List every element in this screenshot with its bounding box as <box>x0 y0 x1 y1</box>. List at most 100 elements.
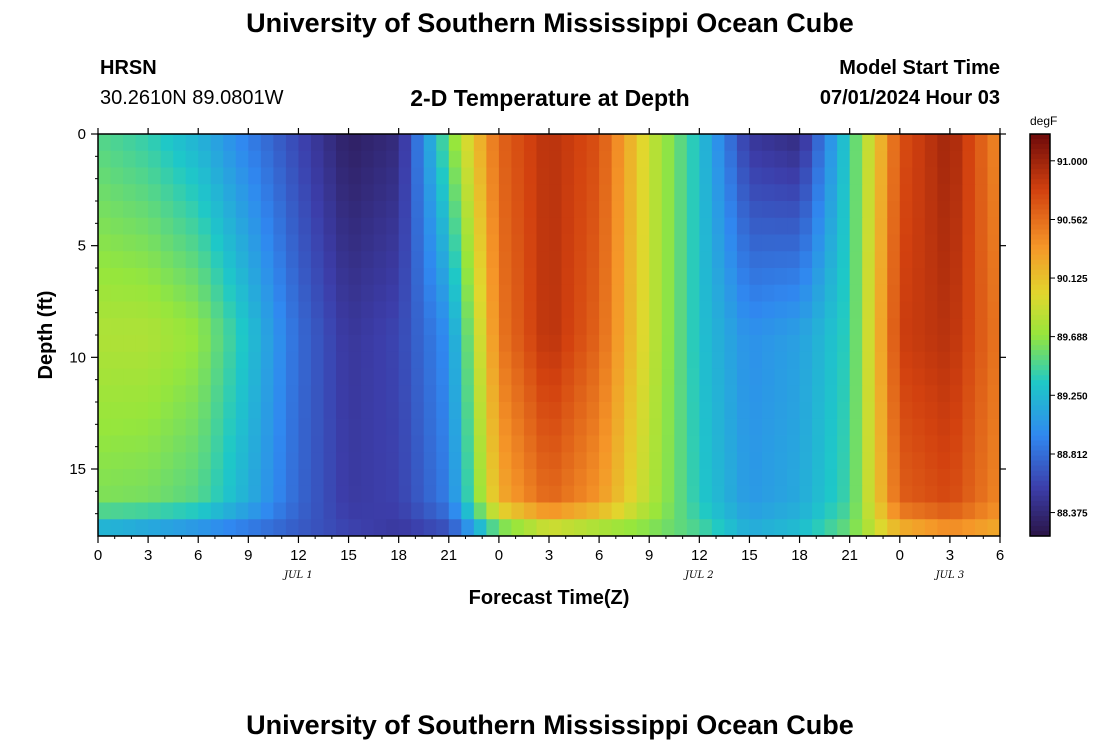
x-axis-title: Forecast Time(Z) <box>469 587 630 609</box>
heatmap-cell <box>223 318 237 336</box>
heatmap-cell <box>436 268 450 286</box>
heatmap-cell <box>912 485 926 504</box>
heatmap-cell <box>185 351 199 370</box>
heatmap-cell <box>423 351 437 370</box>
heatmap-cell <box>473 301 487 319</box>
heatmap-cell <box>711 418 725 437</box>
heatmap-cell <box>473 402 487 420</box>
colorbar-segment <box>1030 345 1050 351</box>
heatmap-cell <box>711 452 725 470</box>
heatmap-cell <box>599 402 613 420</box>
heatmap-cell <box>160 485 174 504</box>
heatmap-cell <box>749 435 763 453</box>
heatmap-cell <box>135 184 149 202</box>
heatmap-cell <box>235 351 249 370</box>
heatmap-cell <box>549 184 563 202</box>
heatmap-cell <box>160 318 174 336</box>
heatmap-cell <box>949 251 964 269</box>
heatmap-cell <box>323 234 337 252</box>
heatmap-cell <box>987 217 1000 236</box>
heatmap-cell <box>511 351 525 370</box>
heatmap-cell <box>273 519 287 536</box>
heatmap-cell <box>260 150 274 169</box>
heatmap-cell <box>987 502 1000 520</box>
heatmap-cell <box>511 418 525 437</box>
heatmap-cell <box>536 469 550 487</box>
heatmap-cell <box>912 418 926 437</box>
heatmap-cell <box>674 418 688 437</box>
heatmap-cell <box>862 217 876 236</box>
heatmap-cell <box>674 134 688 152</box>
heatmap-cell <box>862 150 876 169</box>
heatmap-cell <box>448 368 462 386</box>
heatmap-cell <box>736 368 751 386</box>
heatmap-cell <box>862 519 876 536</box>
colorbar-segment <box>1030 229 1050 236</box>
heatmap-cell <box>674 318 688 336</box>
heatmap-cell <box>285 217 300 236</box>
heatmap-cell <box>649 351 663 370</box>
heatmap-cell <box>473 351 487 370</box>
heatmap-cell <box>373 234 387 252</box>
heatmap-cell <box>498 335 513 353</box>
heatmap-cell <box>210 452 224 470</box>
heatmap-cell <box>699 485 713 504</box>
heatmap-cell <box>624 519 638 536</box>
heatmap-cell <box>724 318 738 336</box>
heatmap-cell <box>761 335 776 353</box>
heatmap-cell <box>599 301 613 319</box>
heatmap-cell <box>323 418 337 437</box>
heatmap-cell <box>636 134 650 152</box>
heatmap-cell <box>799 402 813 420</box>
heatmap-cell <box>336 167 350 185</box>
heatmap-cell <box>486 418 500 437</box>
heatmap-cell <box>686 452 700 470</box>
heatmap-cell <box>98 201 112 219</box>
heatmap-cell <box>699 268 713 286</box>
heatmap-cell <box>636 368 650 386</box>
heatmap-cell <box>511 201 525 219</box>
heatmap-cell <box>248 351 262 370</box>
heatmap-cell <box>185 184 199 202</box>
heatmap-cell <box>448 251 462 269</box>
heatmap-cell <box>423 485 437 504</box>
heatmap-cell <box>123 167 137 185</box>
heatmap-cell <box>160 217 174 236</box>
heatmap-cell <box>285 335 300 353</box>
heatmap-cell <box>398 485 412 504</box>
heatmap-cell <box>160 385 174 403</box>
heatmap-cell <box>574 351 588 370</box>
heatmap-cell <box>248 318 262 336</box>
heatmap-cell <box>937 301 951 319</box>
heatmap-cell <box>110 217 124 236</box>
heatmap-cell <box>135 268 149 286</box>
heatmap-cell <box>386 485 400 504</box>
heatmap-cell <box>285 485 300 504</box>
heatmap-cell <box>862 418 876 437</box>
heatmap-cell <box>498 418 513 437</box>
heatmap-cell <box>198 268 212 286</box>
heatmap-cell <box>173 268 187 286</box>
heatmap-cell <box>223 452 237 470</box>
heatmap-cell <box>298 284 312 303</box>
heatmap-cell <box>824 402 838 420</box>
heatmap-cell <box>686 234 700 252</box>
heatmap-cell <box>636 385 650 403</box>
heatmap-cell <box>574 167 588 185</box>
heatmap-cell <box>661 402 675 420</box>
heatmap-cell <box>974 134 989 152</box>
heatmap-cell <box>123 385 137 403</box>
heatmap-cell <box>210 167 224 185</box>
heatmap-cell <box>899 184 913 202</box>
heatmap-cell <box>549 234 563 252</box>
heatmap-cell <box>599 351 613 370</box>
heatmap-cell <box>699 217 713 236</box>
heatmap-cell <box>135 301 149 319</box>
heatmap-cell <box>98 469 112 487</box>
colorbar-segment <box>1030 179 1050 185</box>
heatmap-cell <box>624 167 638 185</box>
heatmap-cell <box>498 435 513 453</box>
heatmap-cell <box>423 469 437 487</box>
heatmap-cell <box>498 351 513 370</box>
heatmap-cell <box>523 402 538 420</box>
